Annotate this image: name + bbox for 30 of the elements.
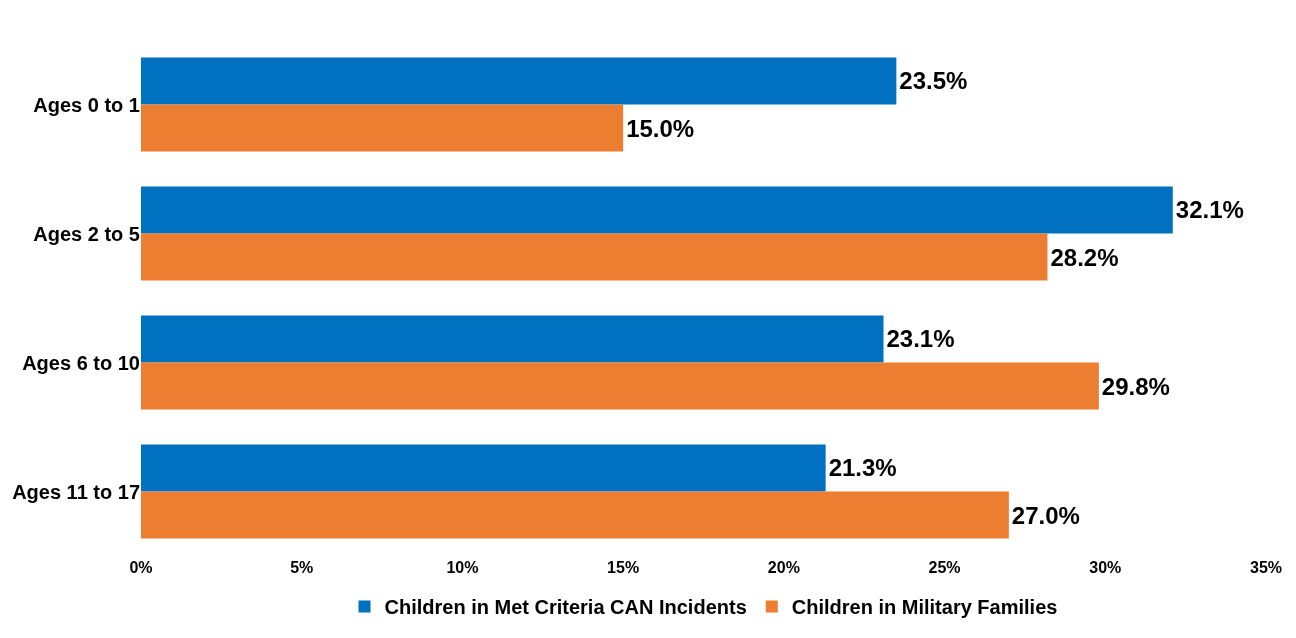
data-label: 27.0%: [1011, 501, 1080, 529]
y-tick-label: Ages 0 to 1: [33, 93, 140, 116]
bar: [141, 315, 884, 363]
x-tick-label: 10%: [446, 559, 479, 576]
bar: [141, 186, 1173, 234]
y-tick-label: Ages 2 to 5: [33, 222, 140, 245]
bar: [141, 491, 1009, 539]
data-label: 32.1%: [1175, 196, 1244, 224]
y-tick-label: Ages 6 to 10: [22, 351, 140, 374]
x-tick-label: 35%: [1249, 559, 1283, 576]
bar: [141, 233, 1048, 281]
data-label: 15.0%: [626, 114, 695, 142]
x-tick-label: 25%: [928, 559, 961, 576]
y-tick-label: Ages 11 to 17: [12, 480, 140, 503]
x-tick-label: 0%: [129, 559, 153, 576]
x-tick-label: 5%: [290, 559, 314, 576]
x-tick-label: 15%: [607, 559, 640, 576]
data-label: 23.1%: [886, 325, 955, 353]
bar: [141, 362, 1099, 410]
bar: [141, 444, 826, 492]
data-label: 23.5%: [899, 67, 968, 95]
x-tick-label: 30%: [1089, 559, 1122, 576]
bar: [141, 104, 624, 152]
legend-label: Children in Military Families: [791, 596, 1058, 619]
bar: [141, 57, 897, 105]
data-label: 29.8%: [1101, 372, 1170, 400]
legend-label: Children in Met Criteria CAN Incidents: [384, 596, 747, 619]
x-tick-label: 20%: [767, 559, 800, 576]
data-label: 21.3%: [828, 454, 897, 482]
data-label: 28.2%: [1050, 243, 1119, 271]
